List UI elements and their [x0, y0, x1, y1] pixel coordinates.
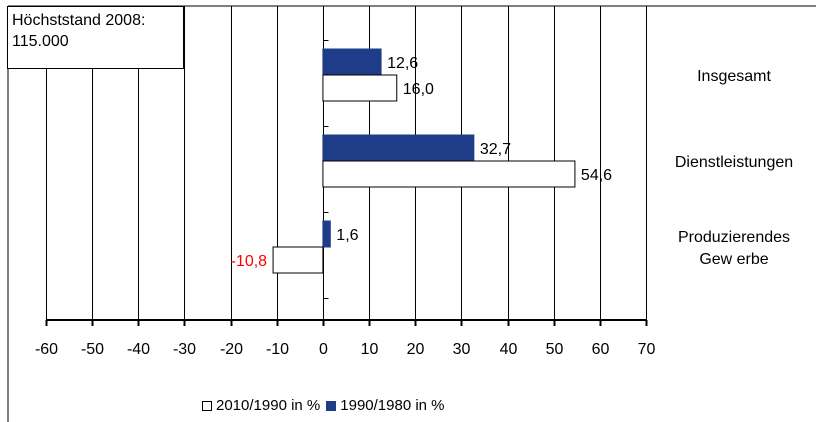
x-tick-label-1: -50 — [81, 341, 104, 358]
category-label-0-0: Insgesamt — [697, 68, 771, 85]
x-tick-label-2: -40 — [127, 341, 150, 358]
bar-2010-1990-2 — [272, 246, 324, 274]
x-tick-label-6: 0 — [319, 341, 328, 358]
legend-swatch-2010-1990 — [202, 400, 212, 411]
peak-annotation-line2: 115.000 — [12, 33, 69, 50]
category-label-2-1: Gew erbe — [699, 251, 768, 268]
legend-label-1990-1980: 1990/1980 in % — [340, 397, 445, 414]
bar-1990-1980-2 — [322, 220, 331, 248]
peak-annotation: Höchststand 2008: 115.000 — [7, 6, 184, 69]
legend-label-2010-1990: 2010/1990 in % — [216, 397, 321, 414]
bar-1990-1980-1 — [322, 134, 475, 162]
bar-1990-1980-0 — [322, 48, 382, 76]
x-tick-label-11: 50 — [546, 341, 564, 358]
data-label-1990-1980-1: 32,7 — [480, 141, 511, 158]
legend: 2010/1990 in % 1990/1980 in % — [202, 397, 451, 414]
x-tick-label-10: 40 — [500, 341, 518, 358]
x-tick-label-13: 70 — [638, 341, 656, 358]
x-tick-label-12: 60 — [592, 341, 610, 358]
peak-annotation-line1: Höchststand 2008: — [12, 12, 146, 29]
x-tick-label-5: -10 — [266, 341, 289, 358]
x-tick-label-3: -30 — [173, 341, 196, 358]
x-tick-label-9: 30 — [453, 341, 471, 358]
x-tick-label-8: 20 — [407, 341, 425, 358]
legend-item-2010-1990: 2010/1990 in % — [202, 397, 320, 414]
x-tick-label-7: 10 — [361, 341, 379, 358]
data-label-2010-1990-0: 16,0 — [403, 81, 434, 98]
category-label-1-0: Dienstleistungen — [675, 154, 793, 171]
x-tick-label-4: -20 — [220, 341, 243, 358]
x-tick-label-0: -60 — [35, 341, 58, 358]
bar-2010-1990-0 — [322, 74, 398, 102]
category-label-2-0: Produzierendes — [678, 229, 790, 246]
legend-item-1990-1980: 1990/1980 in % — [326, 397, 445, 414]
legend-swatch-1990-1980 — [326, 400, 337, 411]
data-label-1990-1980-0: 12,6 — [387, 55, 418, 72]
data-label-1990-1980-2: 1,6 — [336, 227, 358, 244]
data-label-2010-1990-1: 54,6 — [581, 167, 612, 184]
bar-2010-1990-1 — [322, 160, 576, 188]
data-label-2010-1990-2: -10,8 — [231, 253, 268, 270]
